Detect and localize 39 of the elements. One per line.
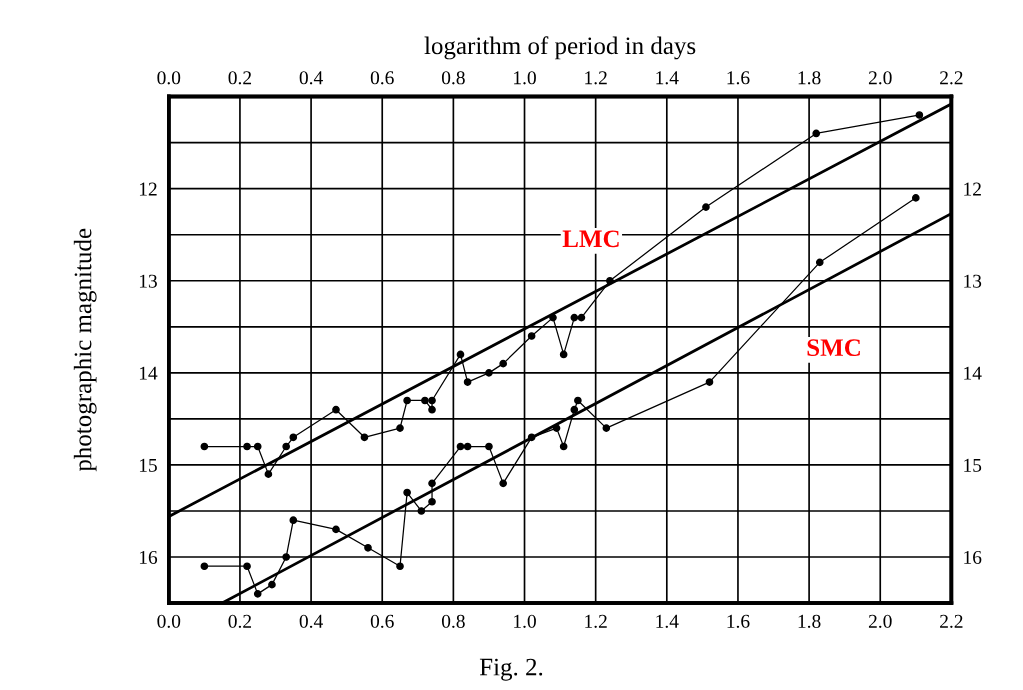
x-tick-label: 0.0 — [157, 614, 181, 628]
x2-tick-label: 2.2 — [940, 71, 963, 85]
x-tick-label: 2.0 — [868, 614, 892, 628]
x2-tick-label: 0.8 — [441, 71, 465, 85]
x-tick-label: 0.8 — [441, 614, 465, 628]
y-tick-label: 13 — [139, 274, 157, 288]
y-tick-label: 15 — [139, 458, 157, 472]
x-tick-label: 1.6 — [727, 614, 750, 628]
x-tick-label: 1.8 — [798, 614, 821, 628]
x-tick-label: 1.4 — [656, 614, 679, 628]
y2-tick-label: 12 — [964, 182, 981, 196]
x-tick-label: 0.4 — [299, 614, 323, 628]
x-tick-label: 2.2 — [940, 614, 963, 628]
x2-tick-label: 2.0 — [868, 71, 892, 85]
y-tick-label: 16 — [139, 550, 158, 564]
series-label: LMC — [562, 230, 619, 248]
x-tick-label: 0.6 — [370, 614, 394, 628]
x2-tick-label: 1.6 — [727, 71, 750, 85]
x2-tick-label: 0.0 — [157, 71, 181, 85]
series-label: SMC — [807, 339, 860, 357]
x-tick-label: 0.2 — [228, 614, 252, 628]
x2-tick-label: 0.4 — [299, 71, 323, 85]
x-tick-label: 1.2 — [585, 614, 607, 628]
x2-tick-label: 0.6 — [370, 71, 394, 85]
x2-tick-label: 0.2 — [228, 71, 252, 85]
y-tick-label: 12 — [139, 182, 157, 196]
x2-tick-label: 1.2 — [585, 71, 607, 85]
x-tick-label: 1.0 — [514, 614, 536, 628]
y2-tick-label: 15 — [964, 458, 982, 472]
y-axis-title: photographic magnitude — [73, 228, 97, 472]
x2-axis-title: logarithm of period in days — [424, 36, 696, 60]
y2-tick-label: 16 — [964, 550, 982, 564]
x2-tick-label: 1.8 — [798, 71, 821, 85]
y2-tick-label: 13 — [964, 274, 982, 288]
x2-tick-label: 1.0 — [514, 71, 536, 85]
caption: Fig. 2. — [479, 658, 543, 681]
y-tick-label: 14 — [139, 366, 158, 380]
x2-tick-label: 1.4 — [656, 71, 679, 85]
y2-tick-label: 14 — [964, 366, 982, 380]
